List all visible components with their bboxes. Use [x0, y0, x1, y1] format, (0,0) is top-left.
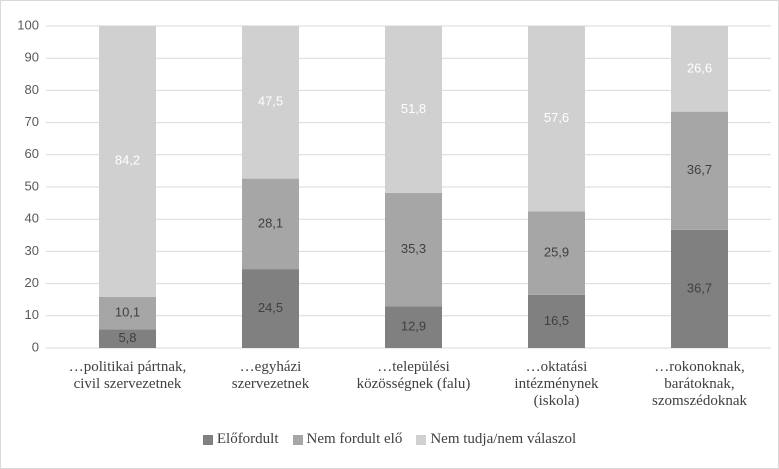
y-tick-label: 40	[25, 211, 39, 226]
bar-segment	[671, 111, 728, 230]
y-tick-label: 60	[25, 146, 39, 161]
bar-segment	[385, 306, 442, 348]
x-tick-label: …oktatási intézménynek (iskola)	[514, 359, 599, 409]
data-label: 24,5	[258, 300, 283, 315]
legend-item: Előfordult	[202, 431, 279, 448]
legend-label: Nem tudja/nem válaszol	[430, 431, 577, 447]
y-tick-label: 30	[25, 243, 39, 258]
y-tick-label: 50	[25, 178, 39, 193]
legend-swatch	[292, 434, 303, 445]
legend-swatch	[202, 434, 213, 445]
y-tick-label: 0	[32, 339, 39, 354]
legend-swatch	[416, 434, 427, 445]
bar-segment	[671, 26, 728, 112]
data-label: 28,1	[258, 215, 283, 230]
data-label: 51,8	[401, 101, 426, 116]
x-tick-label: …települési közösségnek (falu)	[356, 359, 471, 392]
data-label: 35,3	[401, 241, 426, 256]
y-tick-label: 10	[25, 307, 39, 322]
bar-segment	[528, 26, 585, 212]
legend: Előfordult Nem fordult elő Nem tudja/nem v…	[1, 431, 778, 448]
bar-segment	[528, 294, 585, 348]
y-tick-label: 100	[17, 17, 39, 32]
bar-segment	[242, 25, 299, 179]
y-tick-label: 80	[25, 82, 39, 97]
y-tick-label: 90	[25, 50, 39, 65]
legend-label: Előfordult	[216, 431, 279, 447]
x-tick-label: …egyházi szervezetnek	[231, 359, 310, 392]
legend-item: Nem tudja/nem válaszol	[416, 431, 576, 448]
data-label: 36,7	[687, 280, 712, 295]
bar-segment	[99, 296, 156, 330]
legend-item: Nem fordult elő	[292, 431, 403, 448]
data-label: 47,5	[258, 94, 283, 109]
bar-segment	[528, 211, 585, 295]
data-label: 10,1	[115, 305, 140, 320]
data-label: 16,5	[544, 313, 569, 328]
data-label: 36,7	[687, 162, 712, 177]
y-tick-label: 70	[25, 114, 39, 129]
x-tick-label: …politikai pártnak, civil szervezetnek	[68, 359, 187, 392]
bar-segment	[99, 329, 156, 348]
data-label: 26,6	[687, 60, 712, 75]
x-tick-label: …rokonoknak, barátoknak, szomszédoknak	[652, 359, 747, 409]
legend-label: Nem fordult elő	[306, 431, 403, 447]
y-tick-label: 20	[25, 275, 39, 290]
data-label: 5,8	[118, 330, 136, 345]
bar-segment	[385, 192, 442, 307]
data-label: 25,9	[544, 245, 569, 260]
bar-segment	[671, 229, 728, 348]
bar-segment	[242, 178, 299, 270]
data-label: 57,6	[544, 110, 569, 125]
data-label: 12,9	[401, 319, 426, 334]
bar-segment	[99, 25, 156, 297]
bar-segment	[385, 26, 442, 193]
bar-segment	[242, 269, 299, 348]
data-label: 84,2	[115, 153, 140, 168]
